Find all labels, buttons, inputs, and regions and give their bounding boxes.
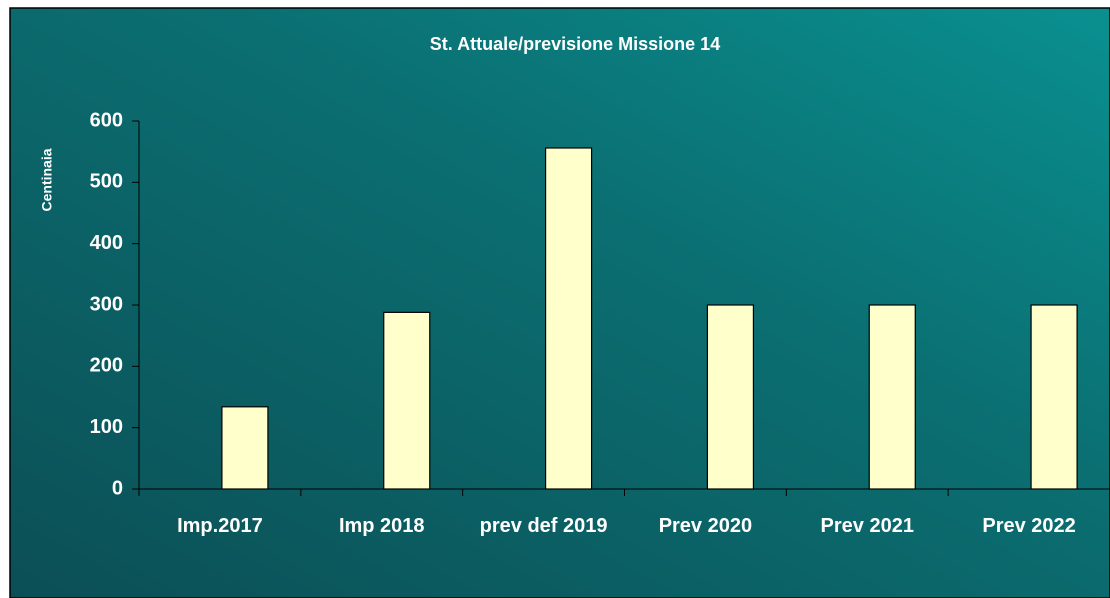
x-tick-label: Prev 2021 xyxy=(820,515,914,537)
bar xyxy=(868,304,916,490)
y-tick-label: 600 xyxy=(90,109,123,131)
bar xyxy=(706,304,755,490)
y-tick-label: 300 xyxy=(90,293,123,315)
y-tick-label: 100 xyxy=(90,416,123,438)
chart-title: St. Attuale/previsione Missione 14 xyxy=(430,34,720,54)
x-tick-label: prev def 2019 xyxy=(479,515,608,537)
y-tick-label: 200 xyxy=(90,355,123,377)
bar xyxy=(383,311,431,490)
x-tick-label: Prev 2020 xyxy=(658,515,753,537)
y-tick-label: 0 xyxy=(112,477,123,499)
y-axis-label: Centinaia xyxy=(39,148,55,211)
x-tick-label: Prev 2022 xyxy=(982,515,1076,537)
x-tick-label: Imp 2018 xyxy=(338,515,425,537)
x-tick-label: Imp.2017 xyxy=(177,515,263,537)
y-tick-label: 500 xyxy=(90,171,123,193)
bar xyxy=(221,406,269,490)
bar xyxy=(1030,304,1078,490)
y-tick-label: 400 xyxy=(90,232,123,254)
bar xyxy=(544,147,593,490)
